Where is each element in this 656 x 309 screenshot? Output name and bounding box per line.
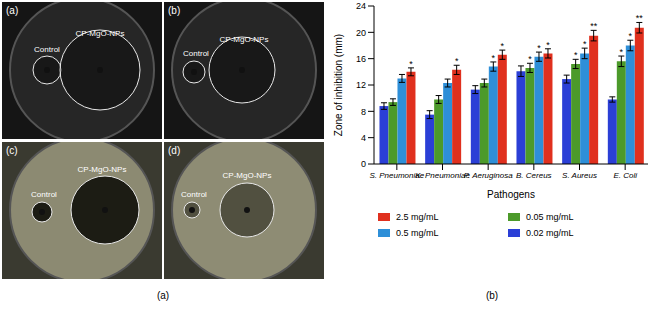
svg-text:24: 24	[356, 1, 366, 11]
svg-text:*: *	[455, 56, 459, 66]
html-text:0.05 mg/mL: 0.05 mg/mL	[526, 212, 574, 222]
html-text:0.5 mg/mL: 0.5 mg/mL	[396, 228, 439, 238]
svg-text:**: **	[636, 13, 644, 23]
svg-text:Zone of inhibition (mm): Zone of inhibition (mm)	[333, 34, 344, 136]
svg-text:8: 8	[361, 107, 366, 117]
svg-text:CP-MgO-NPs: CP-MgO-NPs	[223, 171, 272, 180]
svg-text:(a): (a)	[6, 5, 18, 16]
svg-text:S. Aureus: S. Aureus	[562, 171, 597, 180]
svg-text:*: *	[546, 40, 550, 50]
svg-text:S. Pneumoniae: S. Pneumoniae	[369, 170, 425, 180]
svg-text:*: *	[492, 53, 496, 63]
html-text:(a): (a)	[156, 290, 170, 301]
svg-text:*: *	[501, 41, 505, 51]
svg-text:Pathogens: Pathogens	[487, 189, 535, 200]
svg-text:K. Pneumoniae: K. Pneumoniae	[415, 171, 470, 180]
svg-text:(b): (b)	[168, 5, 180, 16]
svg-text:Control: Control	[31, 190, 57, 199]
svg-text:Control: Control	[34, 45, 60, 54]
svg-text:*: *	[574, 50, 578, 60]
svg-text:*: *	[537, 43, 541, 53]
html-text:2.5 mg/mL: 2.5 mg/mL	[396, 212, 439, 222]
svg-text:*: *	[409, 59, 413, 69]
svg-text:*: *	[528, 54, 532, 64]
svg-text:Control: Control	[183, 49, 209, 58]
svg-text:16: 16	[356, 54, 366, 64]
svg-text:B. Cereus: B. Cereus	[516, 171, 552, 180]
html-text:0.02 mg/mL: 0.02 mg/mL	[526, 228, 574, 238]
svg-text:0: 0	[361, 159, 366, 169]
svg-text:P. Aeruginosa: P. Aeruginosa	[464, 171, 513, 180]
svg-text:*: *	[583, 39, 587, 49]
svg-text:12: 12	[356, 80, 366, 90]
svg-text:20: 20	[356, 28, 366, 38]
svg-text:CP-MgO-NPs: CP-MgO-NPs	[78, 165, 127, 174]
svg-text:CP-MgO-NPs: CP-MgO-NPs	[76, 29, 125, 38]
html-text:(b): (b)	[485, 290, 499, 301]
svg-text:*: *	[629, 31, 633, 41]
svg-text:4: 4	[361, 133, 366, 143]
svg-text:Control: Control	[181, 190, 207, 199]
svg-text:E. Coli: E. Coli	[613, 171, 637, 180]
svg-text:CP-MgO-NPs: CP-MgO-NPs	[220, 35, 269, 44]
svg-text:(d): (d)	[168, 145, 180, 156]
svg-text:(c): (c)	[6, 145, 18, 156]
svg-text:**: **	[590, 21, 598, 31]
svg-text:*: *	[620, 47, 624, 57]
